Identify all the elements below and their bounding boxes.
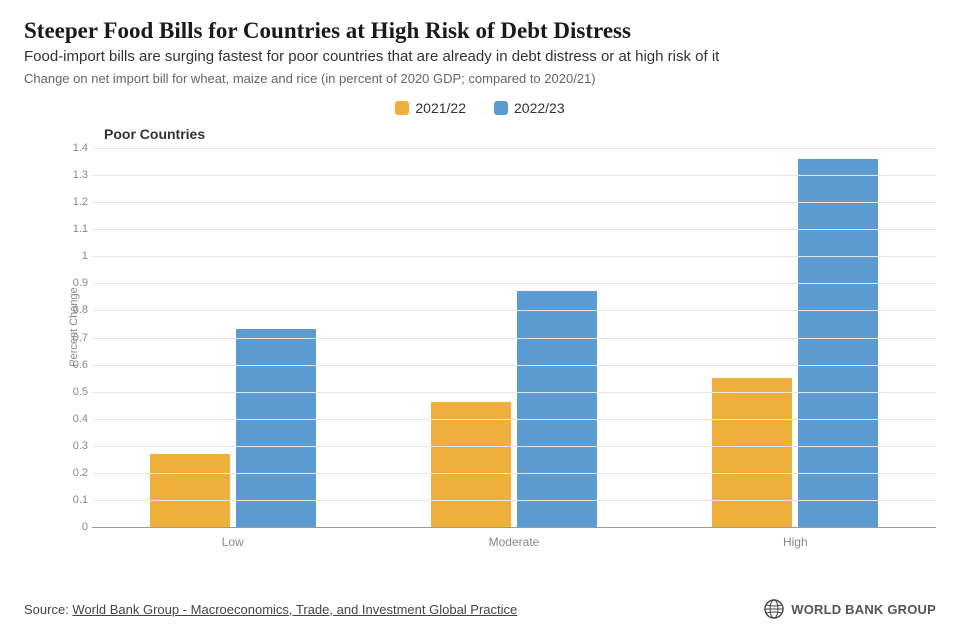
legend-swatch xyxy=(395,101,409,115)
gridline xyxy=(92,419,936,420)
x-tick-label: Low xyxy=(92,535,373,549)
logo-text: WORLD BANK GROUP xyxy=(791,602,936,617)
panel-title: Poor Countries xyxy=(104,126,936,142)
bar xyxy=(798,159,878,527)
bar xyxy=(431,402,511,527)
source-link[interactable]: World Bank Group - Macroeconomics, Trade… xyxy=(72,602,517,617)
bar xyxy=(517,291,597,527)
y-tick-label: 1.1 xyxy=(64,223,88,235)
bar xyxy=(150,454,230,527)
y-tick-label: 0.3 xyxy=(64,440,88,452)
gridline xyxy=(92,283,936,284)
y-tick-label: 0.2 xyxy=(64,467,88,479)
page-subtitle: Food-import bills are surging fastest fo… xyxy=(24,48,936,65)
legend-item: 2022/23 xyxy=(494,100,565,116)
y-tick-label: 1 xyxy=(64,250,88,262)
x-tick-label: High xyxy=(655,535,936,549)
y-axis-label: Percent Change xyxy=(68,287,80,367)
legend-label: 2022/23 xyxy=(514,100,565,116)
chart: Poor Countries Percent Change LowModerat… xyxy=(64,126,936,528)
y-tick-label: 1.2 xyxy=(64,196,88,208)
gridline xyxy=(92,256,936,257)
gridline xyxy=(92,446,936,447)
legend: 2021/22 2022/23 xyxy=(24,100,936,116)
gridline xyxy=(92,148,936,149)
y-tick-label: 0 xyxy=(64,521,88,533)
gridline xyxy=(92,365,936,366)
gridline xyxy=(92,473,936,474)
source-text: Source: World Bank Group - Macroeconomic… xyxy=(24,602,517,617)
legend-label: 2021/22 xyxy=(415,100,466,116)
gridline xyxy=(92,202,936,203)
bar xyxy=(712,378,792,527)
y-tick-label: 1.3 xyxy=(64,169,88,181)
page-note: Change on net import bill for wheat, mai… xyxy=(24,71,936,86)
gridline xyxy=(92,500,936,501)
gridline xyxy=(92,310,936,311)
y-tick-label: 0.5 xyxy=(64,386,88,398)
legend-item: 2021/22 xyxy=(395,100,466,116)
y-tick-label: 0.1 xyxy=(64,494,88,506)
x-tick-label: Moderate xyxy=(373,535,654,549)
gridline xyxy=(92,175,936,176)
gridline xyxy=(92,229,936,230)
globe-icon xyxy=(763,598,785,620)
y-tick-label: 0.7 xyxy=(64,332,88,344)
gridline xyxy=(92,392,936,393)
source-prefix: Source: xyxy=(24,602,72,617)
y-tick-label: 0.6 xyxy=(64,359,88,371)
bar xyxy=(236,329,316,527)
page-title: Steeper Food Bills for Countries at High… xyxy=(24,18,936,44)
y-tick-label: 1.4 xyxy=(64,142,88,154)
y-tick-label: 0.9 xyxy=(64,277,88,289)
y-tick-label: 0.4 xyxy=(64,413,88,425)
legend-swatch xyxy=(494,101,508,115)
y-tick-label: 0.8 xyxy=(64,304,88,316)
gridline xyxy=(92,338,936,339)
plot-area: LowModerateHigh 00.10.20.30.40.50.60.70.… xyxy=(92,148,936,528)
world-bank-logo: WORLD BANK GROUP xyxy=(763,598,936,620)
